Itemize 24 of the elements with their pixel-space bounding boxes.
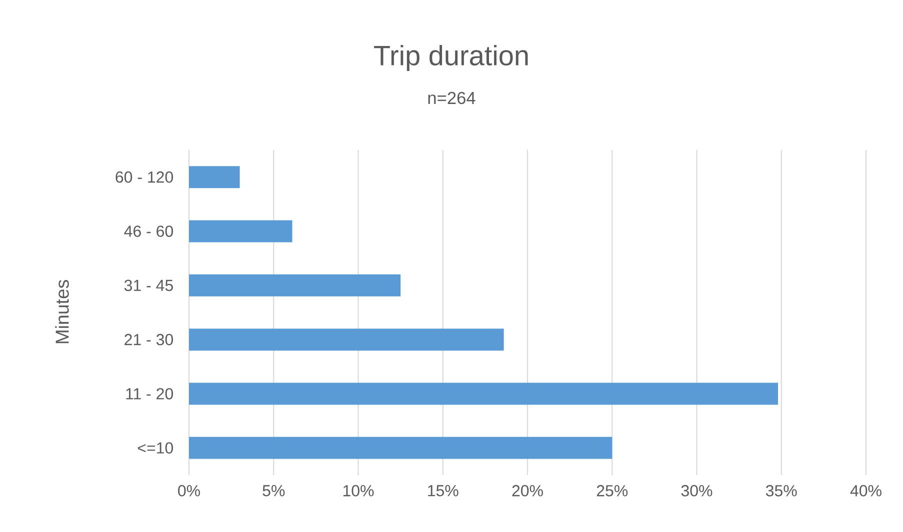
- bar: [189, 382, 778, 405]
- y-tick-label: 31 - 45: [124, 280, 173, 292]
- y-tick-label: 46 - 60: [124, 226, 173, 237]
- x-tick-label: 25%: [596, 485, 628, 496]
- x-tick-label: 30%: [681, 485, 712, 496]
- x-tick-label: 15%: [428, 485, 458, 496]
- y-tick-label: 60 - 120: [116, 171, 173, 183]
- x-tick-label: 20%: [512, 485, 543, 496]
- bar: [189, 166, 240, 188]
- bar: [189, 436, 612, 459]
- bar: [189, 328, 504, 351]
- y-tick-label: 11 - 20: [126, 388, 173, 400]
- y-tick-label: <=10: [138, 442, 174, 454]
- x-tick-label: 10%: [343, 485, 374, 496]
- y-tick-label: 21 - 30: [124, 334, 173, 346]
- x-tick-label: 0%: [178, 485, 200, 496]
- chart-title: Trip duration: [374, 44, 528, 72]
- chart-subtitle: n=264: [428, 92, 476, 104]
- y-axis-title: Minutes: [55, 280, 69, 344]
- bar: [189, 274, 401, 296]
- bar: [189, 220, 292, 242]
- x-tick-label: 5%: [262, 485, 285, 496]
- x-tick-label: 40%: [850, 485, 882, 496]
- x-tick-label: 35%: [766, 485, 797, 496]
